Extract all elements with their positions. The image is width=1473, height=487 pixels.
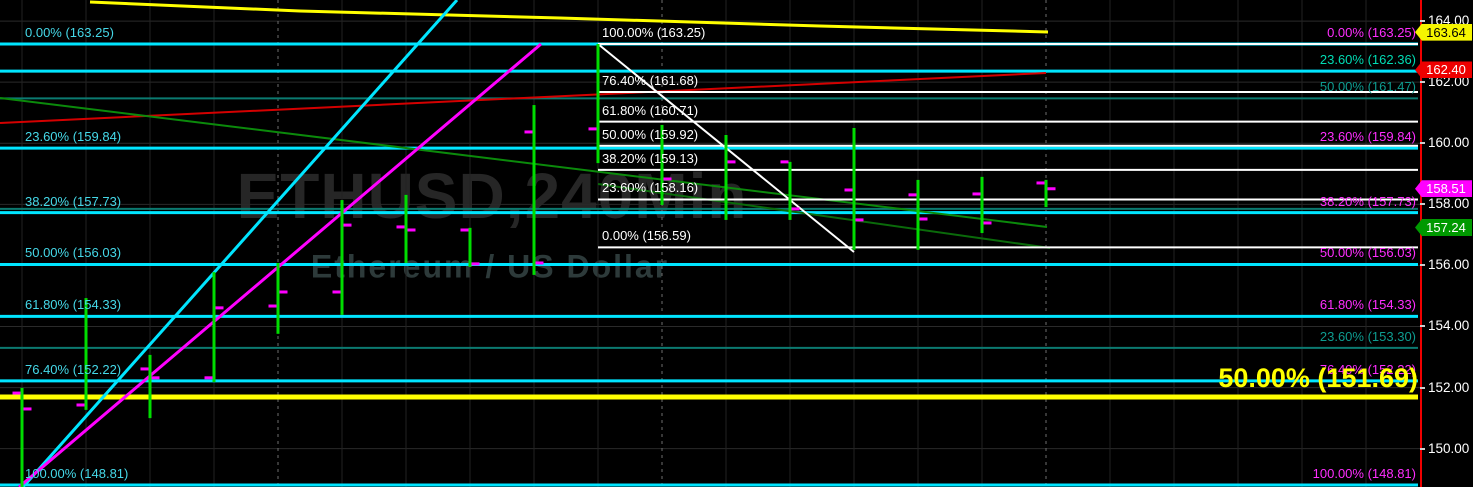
ohlc-bar — [532, 105, 536, 275]
price-axis-label: 150.00 — [1419, 440, 1470, 456]
price-axis-label: 152.00 — [1419, 379, 1470, 395]
close-tick — [279, 290, 288, 294]
open-tick — [12, 391, 21, 395]
open-tick — [396, 225, 405, 229]
ohlc-bar — [148, 354, 152, 419]
ohlc-bar — [1044, 179, 1048, 208]
ohlc-bar — [852, 127, 856, 250]
price-axis-label: 154.00 — [1419, 318, 1470, 334]
green-indicator-line — [0, 97, 1048, 228]
close-tick — [407, 228, 416, 232]
close-tick — [535, 261, 544, 265]
price-axis-label: 158.00 — [1419, 196, 1470, 212]
open-tick — [332, 290, 341, 294]
ohlc-bar — [212, 272, 216, 383]
close-tick — [215, 306, 224, 310]
red-indicator-line — [0, 72, 1047, 124]
price-axis-label: 160.00 — [1419, 135, 1470, 151]
open-tick — [268, 304, 277, 308]
ascending-trendline-magenta — [18, 42, 542, 487]
yellow-indicator-price-badge: 163.64 — [1415, 23, 1472, 41]
close-tick — [1047, 187, 1056, 191]
ohlc-bar — [468, 227, 472, 267]
close-tick — [791, 207, 800, 211]
open-tick — [204, 376, 213, 380]
open-tick — [140, 367, 149, 371]
ohlc-bar — [660, 124, 664, 205]
open-tick — [76, 403, 85, 407]
ohlc-bar — [916, 179, 920, 250]
ascending-trendline-cyan — [21, 0, 459, 487]
ohlc-bar — [788, 161, 792, 220]
price-axis-label: 156.00 — [1419, 257, 1470, 273]
close-tick — [151, 376, 160, 380]
close-tick — [471, 262, 480, 266]
ohlc-bar — [276, 262, 280, 334]
open-tick — [460, 228, 469, 232]
yellow-indicator-line — [89, 0, 1049, 34]
open-tick — [588, 127, 597, 131]
ohlc-bar — [596, 44, 600, 164]
ohlc-bar — [20, 387, 24, 487]
ohlc-bar — [84, 298, 88, 410]
fib-label-yellow-large: 50.00% (151.69) — [1218, 363, 1418, 393]
close-tick — [343, 223, 352, 227]
open-tick — [844, 188, 853, 192]
close-tick — [855, 218, 864, 222]
ohlc-bar — [404, 194, 408, 263]
ohlc-bar — [980, 176, 984, 234]
open-tick — [908, 193, 917, 197]
close-tick — [663, 177, 672, 181]
price-axis[interactable]: 164.00 162.00 160.00 158.00 156.00 154.00 152.… — [1415, 0, 1473, 487]
open-tick — [1036, 181, 1045, 185]
green-indicator-price-badge: 157.24 — [1415, 219, 1472, 237]
close-tick — [919, 217, 928, 221]
close-tick — [23, 407, 32, 411]
close-tick — [727, 160, 736, 164]
open-tick — [524, 130, 533, 134]
chart-canvas[interactable] — [0, 0, 1420, 487]
ohlc-bar — [724, 135, 728, 220]
open-tick — [972, 192, 981, 196]
last-price-badge: 158.51 — [1415, 180, 1472, 198]
green-indicator-line-2 — [597, 183, 1051, 249]
chart-plot-area[interactable]: ETHUSD,240Min Ethereum / US Dollar 50.00… — [0, 0, 1420, 487]
close-tick — [983, 221, 992, 225]
watermark-instrument: Ethereum / US Dollar — [310, 248, 670, 285]
open-tick — [780, 160, 789, 164]
red-indicator-price-badge: 162.40 — [1415, 61, 1472, 79]
ohlc-bar — [340, 200, 344, 315]
